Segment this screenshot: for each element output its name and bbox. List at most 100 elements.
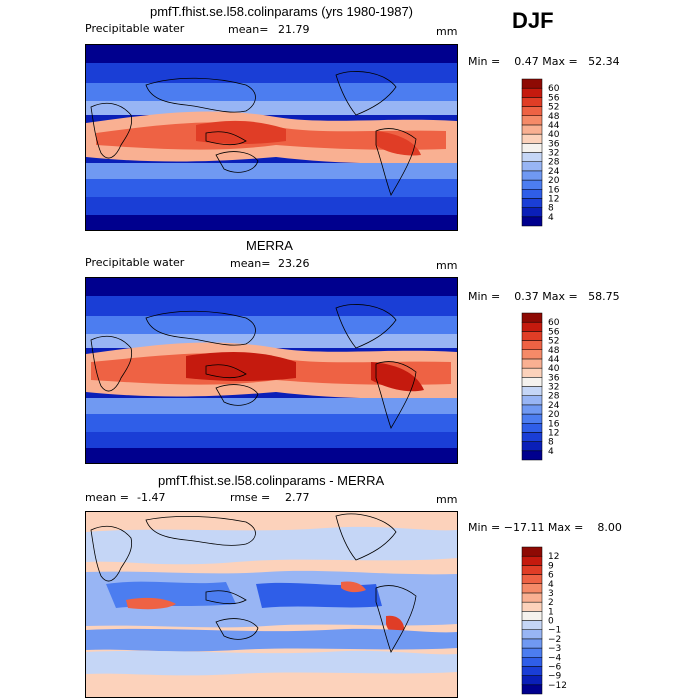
panel1-variable: Precipitable water (85, 22, 185, 35)
colorbar-tick-label: −6 (548, 662, 562, 672)
colorbar-tick-label: 0 (548, 617, 554, 627)
colorbar-tick-label: 32 (548, 149, 559, 159)
colorbar-swatch (521, 684, 543, 695)
colorbar-swatch (521, 358, 543, 369)
colorbar-tick-label: −3 (548, 644, 561, 654)
panel1-mean-label: mean= (228, 23, 269, 36)
colorbar-swatch (521, 115, 543, 126)
colorbar-tick-label: 24 (548, 167, 560, 177)
colorbar-swatch (521, 321, 543, 332)
colorbar-tick-label: 44 (548, 355, 560, 365)
colorbar-swatch (521, 207, 543, 218)
colorbar-tick-label: 44 (548, 121, 560, 131)
colorbar-tick-label: 28 (548, 392, 560, 402)
colorbar-tick-label: 8 (548, 438, 554, 448)
panel2-variable: Precipitable water (85, 256, 185, 269)
colorbar-tick-label: 40 (548, 364, 560, 374)
colorbar-tick-label: 12 (548, 194, 559, 204)
colorbar-swatch (521, 152, 543, 162)
panel3-mean-value: -1.47 (137, 491, 166, 504)
panel2-units: mm (436, 259, 458, 272)
colorbar-swatch (521, 349, 543, 360)
colorbar-swatch (521, 574, 543, 584)
colorbar-swatch (521, 124, 543, 135)
colorbar-swatch (521, 583, 543, 594)
panel3-rmse-label: rmse = (230, 491, 271, 504)
panel3-range: Min = −17.11 Max = 8.00 (468, 521, 622, 534)
colorbar-tick-label: 24 (548, 401, 560, 411)
panel3-title: pmfT.fhist.se.l58.colinparams - MERRA (158, 473, 385, 488)
colorbar-swatch (521, 179, 543, 190)
colorbar-swatch (521, 97, 543, 107)
colorbar-tick-label: 1 (548, 607, 554, 617)
panel2-map (85, 277, 458, 464)
colorbar-swatch (521, 555, 543, 566)
colorbar-swatch (521, 675, 543, 686)
colorbar-swatch (521, 546, 543, 557)
colorbar-swatch (521, 565, 543, 575)
colorbar-tick-label: 4 (548, 447, 554, 457)
colorbar-swatch (521, 340, 543, 350)
colorbar-swatch (521, 423, 543, 433)
colorbar-swatch (521, 592, 543, 603)
colorbar-tick-label: 12 (548, 552, 559, 562)
colorbar-tick-label: 12 (548, 428, 559, 438)
panel1-map (85, 44, 458, 231)
colorbar-tick-label: 2 (548, 598, 554, 608)
panel1-title: pmfT.fhist.se.l58.colinparams (yrs 1980-… (150, 4, 414, 19)
colorbar-swatch (521, 106, 543, 116)
colorbar-tick-label: −12 (548, 681, 567, 691)
colorbar-swatch (521, 629, 543, 640)
colorbar-tick-label: 52 (548, 337, 559, 347)
colorbar-swatch (521, 386, 543, 396)
panel1-range: Min = 0.47 Max = 52.34 (468, 55, 620, 68)
colorbar-tick-label: 20 (548, 410, 560, 420)
colorbar-tick-label: 4 (548, 213, 554, 223)
colorbar-tick-label: 60 (548, 318, 560, 328)
colorbar-tick-label: 60 (548, 84, 560, 94)
colorbar-swatch (521, 87, 543, 98)
colorbar-tick-label: 16 (548, 419, 560, 429)
colorbar-swatch (521, 432, 543, 442)
panel3-rmse-value: 2.77 (285, 491, 310, 504)
panel3-map (85, 511, 458, 698)
colorbar-tick-label: −2 (548, 635, 561, 645)
colorbar-swatch (521, 189, 543, 199)
colorbar-swatch (521, 331, 543, 341)
colorbar-tick-label: 48 (548, 112, 560, 122)
panel1-units: mm (436, 25, 458, 38)
panel2-colorbar: 4 8 12 16 20 24 28 32 36 40 44 48 52 56 60 (521, 312, 582, 461)
colorbar-tick-label: 20 (548, 176, 560, 186)
colorbar-tick-label: 36 (548, 373, 560, 383)
colorbar-swatch (521, 657, 543, 667)
colorbar-tick-label: 4 (548, 580, 554, 590)
panel1-colorbar: 4 8 12 16 20 24 28 32 36 40 44 48 52 56 60 (521, 78, 582, 227)
colorbar-swatch (521, 78, 543, 89)
panel3-units: mm (436, 493, 458, 506)
colorbar-tick-label: 40 (548, 130, 560, 140)
colorbar-swatch (521, 170, 543, 181)
colorbar-swatch (521, 666, 543, 676)
colorbar-tick-label: −9 (548, 672, 562, 682)
colorbar-tick-label: 28 (548, 158, 560, 168)
panel1-mean-value: 21.79 (278, 23, 310, 36)
season-label: DJF (512, 8, 554, 33)
colorbar-tick-label: 56 (548, 327, 560, 337)
colorbar-swatch (521, 312, 543, 323)
colorbar-swatch (521, 133, 543, 144)
panel2-mean-label: mean= (230, 257, 271, 270)
colorbar-swatch (521, 611, 543, 621)
colorbar-tick-label: −1 (548, 626, 561, 636)
colorbar-swatch (521, 601, 543, 612)
colorbar-swatch (521, 377, 543, 387)
panel3-colorbar: −12 −9 −6 −4 −3 −2 −1 0 1 2 3 4 6 9 12 (521, 546, 582, 695)
colorbar-tick-label: 56 (548, 93, 560, 103)
colorbar-tick-label: −4 (548, 653, 562, 663)
panel3-mean-label: mean = (85, 491, 129, 504)
colorbar-swatch (521, 216, 543, 227)
colorbar-tick-label: 9 (548, 561, 554, 571)
colorbar-tick-label: 48 (548, 346, 560, 356)
colorbar-swatch (521, 647, 543, 658)
colorbar-tick-label: 6 (548, 571, 554, 581)
panel2-range: Min = 0.37 Max = 58.75 (468, 290, 620, 303)
